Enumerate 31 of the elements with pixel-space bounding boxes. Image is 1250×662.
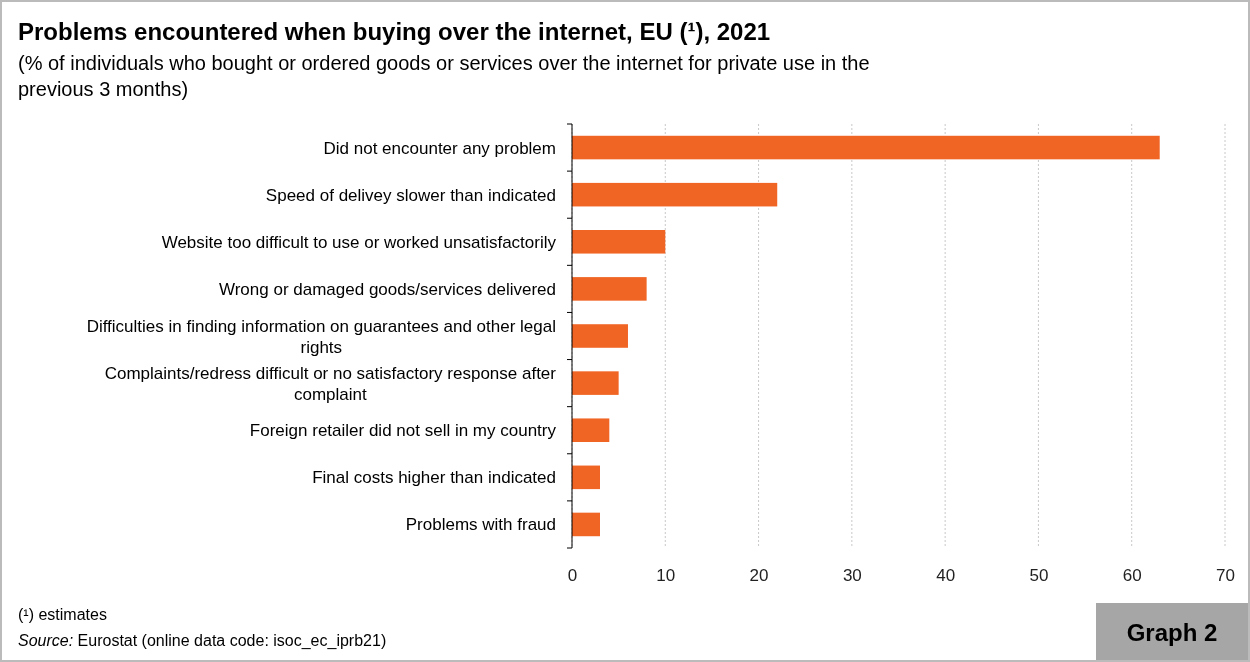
- x-tick-label: 30: [842, 566, 862, 586]
- bar: [572, 465, 600, 490]
- x-tick-label: 10: [656, 566, 676, 586]
- y-tick-label: Foreign retailer did not sell in my country: [249, 421, 557, 441]
- x-tick-label: 20: [749, 566, 769, 586]
- source-note: Source: Eurostat (online data code: isoc_ec_iprb21): [18, 632, 387, 650]
- bar: [572, 277, 647, 301]
- caption: Graph 2: [1126, 619, 1218, 646]
- y-tick-label: Did not encounter any problem: [323, 138, 556, 158]
- bar: [572, 135, 1160, 160]
- y-tick-label: Final costs higher than indicated: [312, 468, 556, 488]
- y-tick-label: Difficulties in finding information on guarantees and other legal rights: [86, 316, 556, 357]
- chart-title: Problems encountered when buying over the internet, EU (¹), 2021: [18, 18, 771, 45]
- text: (¹) estimates: [18, 606, 107, 623]
- bar: [572, 182, 778, 207]
- x-tick-label: 70: [1216, 566, 1235, 586]
- bar: [572, 324, 628, 348]
- bar: [572, 512, 600, 537]
- y-tick-label: Website too difficult to use or worked unsatisfactorily: [161, 232, 557, 252]
- x-tick-label: 60: [1122, 566, 1142, 586]
- y-tick-label: Complaints/redress difficult or no satisfactory response after complaint: [104, 363, 557, 404]
- y-tick-label: Problems with fraud: [405, 515, 556, 535]
- y-tick-label: Wrong or damaged goods/services delivered: [218, 279, 556, 299]
- x-tick-label: 0: [567, 566, 578, 586]
- y-tick-label: Speed of delivey slower than indicated: [265, 185, 556, 205]
- bar: [572, 371, 619, 395]
- x-tick-label: 50: [1029, 566, 1049, 586]
- chart-subtitle: (% of individuals who bought or ordered goods or services over the internet for private use in the previous 3 months): [18, 52, 870, 100]
- x-tick-label: 40: [936, 566, 956, 586]
- bar: [572, 230, 666, 254]
- bar: [572, 418, 610, 442]
